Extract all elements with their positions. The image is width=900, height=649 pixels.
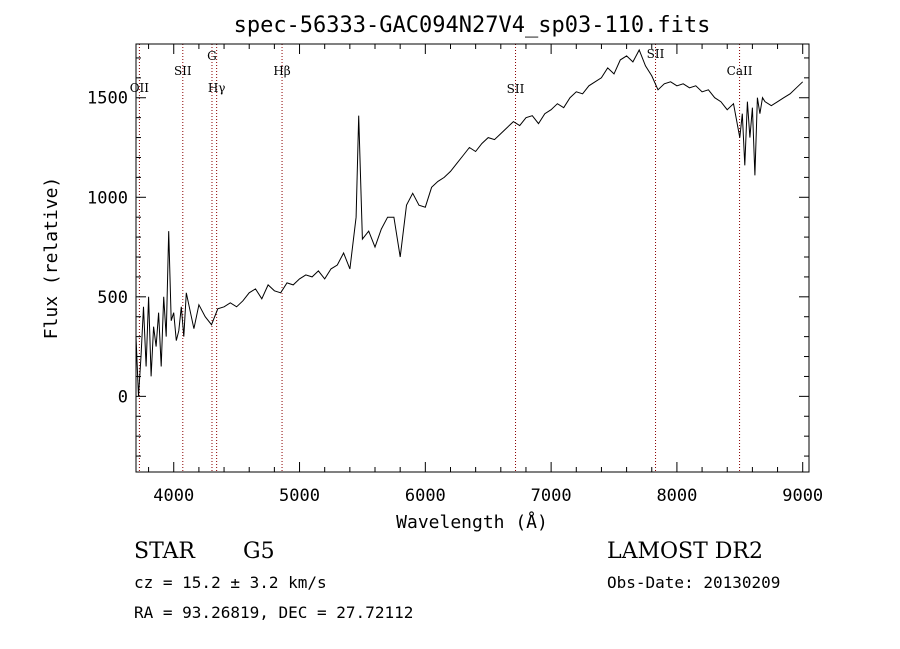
y-tick-label: 1500 [87,89,128,109]
survey-name: LAMOST DR2 [607,539,763,564]
line-markers: OII SII G Hγ Hβ SII SII CaII [130,44,753,472]
y-axis-label: Flux (relative) [41,177,62,340]
x-tick-label: 7000 [531,486,572,506]
y-tick-label: 1000 [87,188,128,208]
line-marker-label: G [207,49,217,63]
observation-date: Obs-Date: 20130209 [607,573,781,592]
x-tick-label: 4000 [153,486,194,506]
spectrum-series [135,48,804,397]
line-marker-label: CaII [727,64,753,78]
y-tick-label: 0 [118,387,128,407]
plot-frame [135,43,810,473]
object-class: STAR [134,539,195,564]
x-axis-label: Wavelength (Å) [396,511,548,533]
x-tick-label: 8000 [656,486,697,506]
axis-ticks: 4000 5000 6000 7000 8000 9000 0 500 1000 1500 [87,44,823,506]
line-marker-label: OII [130,81,150,95]
x-tick-label: 6000 [405,486,446,506]
chart-title: spec-56333-GAC094N27V4_sp03-110.fits [234,13,711,38]
line-marker-label: Hβ [273,64,290,78]
x-tick-label: 5000 [279,486,320,506]
spectrum-line-0 [135,48,804,397]
line-marker-label: Hγ [208,81,226,95]
redshift-value: cz = 15.2 ± 3.2 km/s [134,573,327,592]
line-marker-label: SII [647,47,665,61]
line-marker-label: SII [174,64,192,78]
x-tick-label: 9000 [782,486,823,506]
line-marker-label: SII [507,82,525,96]
y-tick-label: 500 [97,288,128,308]
spectral-subclass: G5 [243,539,275,564]
coordinates: RA = 93.26819, DEC = 27.72112 [134,603,414,622]
